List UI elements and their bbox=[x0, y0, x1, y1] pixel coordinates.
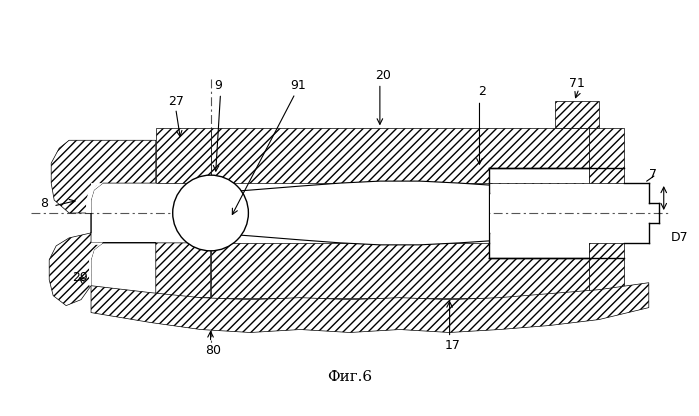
Polygon shape bbox=[49, 213, 210, 306]
Polygon shape bbox=[91, 283, 649, 332]
Text: 7: 7 bbox=[649, 168, 657, 181]
Polygon shape bbox=[51, 140, 156, 213]
Polygon shape bbox=[489, 168, 589, 183]
Polygon shape bbox=[589, 128, 624, 183]
Polygon shape bbox=[86, 183, 103, 213]
Polygon shape bbox=[555, 102, 599, 128]
Polygon shape bbox=[589, 243, 624, 297]
Text: Фиг.6: Фиг.6 bbox=[327, 370, 373, 384]
Text: 91: 91 bbox=[290, 79, 306, 92]
Text: 17: 17 bbox=[445, 339, 461, 352]
Text: 27: 27 bbox=[168, 95, 184, 108]
Circle shape bbox=[173, 175, 248, 251]
Polygon shape bbox=[210, 181, 489, 245]
Text: 71: 71 bbox=[569, 77, 585, 90]
Text: 29: 29 bbox=[72, 271, 88, 284]
Polygon shape bbox=[89, 243, 103, 286]
Text: 8: 8 bbox=[41, 196, 48, 210]
Text: 2: 2 bbox=[479, 85, 487, 98]
Polygon shape bbox=[210, 128, 589, 183]
Polygon shape bbox=[210, 243, 589, 297]
Polygon shape bbox=[489, 243, 589, 258]
Polygon shape bbox=[156, 128, 210, 183]
Text: 20: 20 bbox=[375, 69, 391, 82]
Text: 9: 9 bbox=[215, 79, 222, 92]
Text: D7: D7 bbox=[671, 231, 689, 244]
Text: 80: 80 bbox=[206, 344, 222, 357]
